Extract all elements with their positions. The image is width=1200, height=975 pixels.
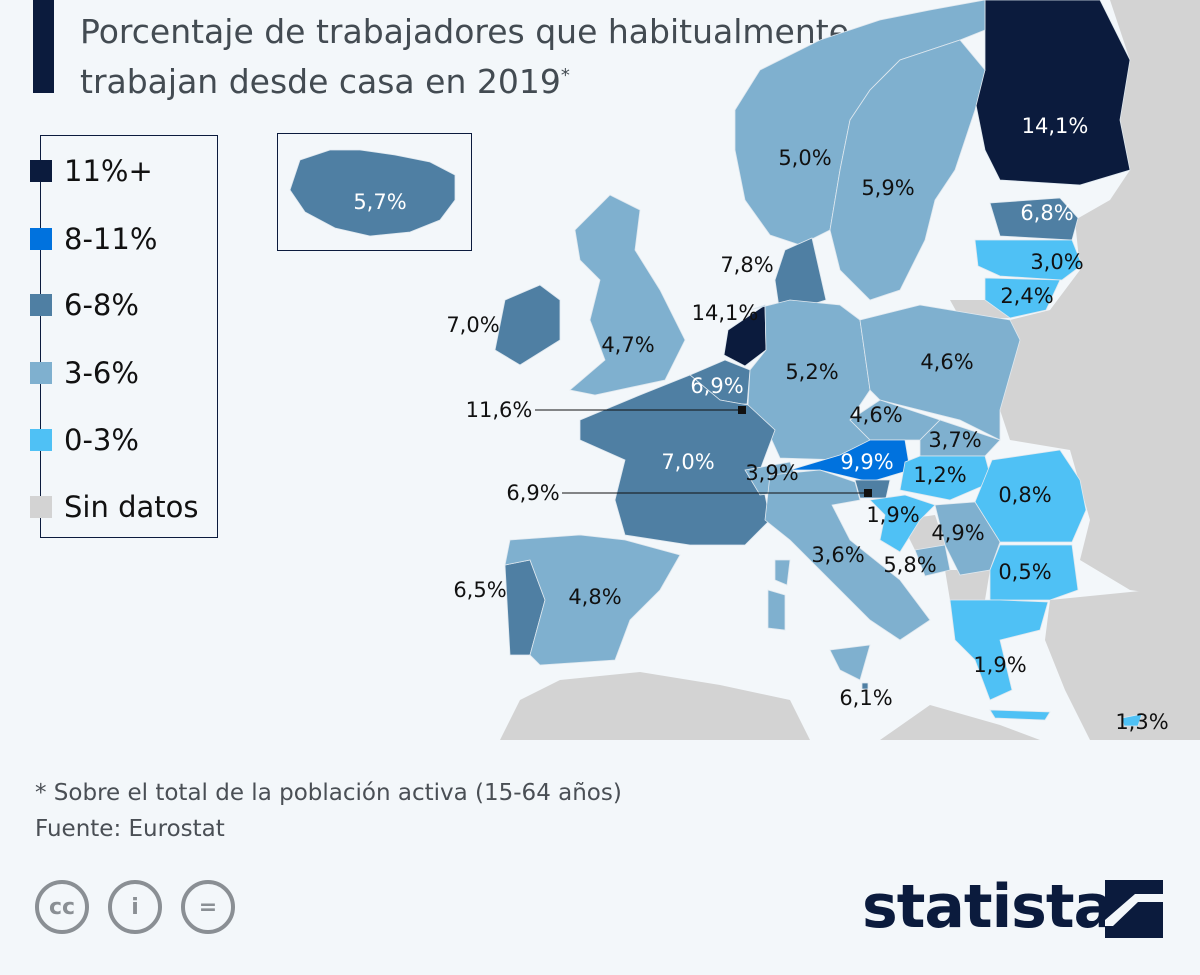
footnote-block: * Sobre el total de la población activa … [35,775,622,847]
country-austria [789,439,911,483]
label-hungary: 1,2% [913,463,966,487]
country-iceland [289,149,456,237]
label-montenegro: 5,8% [883,553,936,577]
country-malta [861,682,869,690]
no-derivatives-icon[interactable]: = [181,880,235,934]
label-italy: 3,6% [811,543,864,567]
no-data-land [880,705,1040,740]
country-slovakia [919,419,1001,457]
label-portugal: 6,5% [453,578,506,602]
country-uk [569,194,686,396]
label-poland: 4,6% [920,350,973,374]
legend-swatch [30,160,52,182]
country-ireland [494,284,561,366]
cc-icon[interactable]: cc [35,880,89,934]
legend-swatch [30,362,52,384]
footnote: * Sobre el total de la población activa … [35,780,622,806]
label-netherlands: 14,1% [692,301,759,325]
country-latvia [974,239,1083,281]
label-france: 7,0% [661,450,714,474]
legend-label: 3-6% [64,356,139,390]
title-accent-bar [33,0,54,93]
label-austria: 9,9% [840,450,893,474]
country-greece [949,599,1049,701]
legend-swatch [30,496,52,518]
label-cyprus: 1,3% [1115,710,1168,734]
label-uk: 4,7% [601,333,654,357]
leader-marker [738,406,746,414]
legend-item: Sin datos [30,490,199,524]
label-denmark: 7,8% [720,253,773,277]
country-poland [859,304,1021,441]
country-italy [774,559,791,586]
legend-item: 0-3% [30,423,139,457]
country-sweden [829,39,986,301]
label-czechia: 4,6% [849,403,902,427]
legend-label: 11%+ [64,154,153,188]
label-croatia: 1,9% [866,503,919,527]
label-latvia: 3,0% [1030,250,1083,274]
legend-swatch [30,429,52,451]
legend-item: 11%+ [30,154,153,188]
country-spain [504,534,681,666]
label-estonia: 6,8% [1020,201,1073,225]
source: Fuente: Eurostat [35,816,225,842]
no-data-land [1000,0,1200,600]
title-footnote-marker: * [560,65,570,86]
attribution-icon[interactable]: i [108,880,162,934]
country-netherlands [723,304,767,367]
label-belgium: 6,9% [690,374,743,398]
label-bulgaria: 0,5% [998,560,1051,584]
country-montenegro [914,544,951,577]
label-spain: 4,8% [568,585,621,609]
label-germany: 5,2% [785,360,838,384]
legend-label: Sin datos [64,490,199,524]
legend-item: 3-6% [30,356,139,390]
statista-logo[interactable]: statista [862,872,1114,942]
no-data-land [945,570,990,600]
title-line-2: trabajan desde casa en 2019 [80,62,561,101]
title-line-1: Porcentaje de trabajadores que habitualm… [80,12,849,51]
country-finland [974,0,1131,186]
country-estonia [989,197,1079,241]
country-cyprus [1121,713,1143,727]
no-data-land [500,672,810,740]
country-bulgaria [989,544,1079,601]
country-slovenia [854,479,891,499]
label-sweden: 5,9% [861,176,914,200]
legend-label: 0-3% [64,423,139,457]
legend-swatch [30,294,52,316]
legend-swatch [30,228,52,250]
label-luxembourg: 11,6% [466,398,533,422]
label-romania: 0,8% [998,483,1051,507]
iceland-inset [277,133,472,251]
label-norway: 5,0% [778,146,831,170]
label-malta: 6,1% [839,686,892,710]
label-greece: 1,9% [973,653,1026,677]
label-finland: 14,1% [1022,114,1089,138]
legend-item: 8-11% [30,222,158,256]
label-slovakia: 3,7% [928,428,981,452]
label-serbia: 4,9% [931,521,984,545]
country-croatia [869,494,936,553]
chart-title: Porcentaje de trabajadores que habitualm… [80,10,1030,104]
label-ireland: 7,0% [446,313,499,337]
legend: 11%+ 8-11% 6-8% 3-6% 0-3% Sin datos [30,135,218,538]
no-data-land [1045,585,1200,740]
country-lithuania [984,277,1061,319]
label-lithuania: 2,4% [1000,284,1053,308]
country-italy [767,589,786,631]
label-iceland: 5,7% [353,190,406,214]
country-italy [764,469,931,641]
leader-marker [864,489,872,497]
legend-item: 6-8% [30,288,139,322]
legend-label: 6-8% [64,288,139,322]
country-italy [829,644,871,681]
label-slovenia: 6,9% [506,481,559,505]
statista-logo-mark-icon [1105,880,1163,938]
country-greece [989,709,1051,721]
label-switzerland: 3,9% [745,461,798,485]
legend-label: 8-11% [64,222,158,256]
